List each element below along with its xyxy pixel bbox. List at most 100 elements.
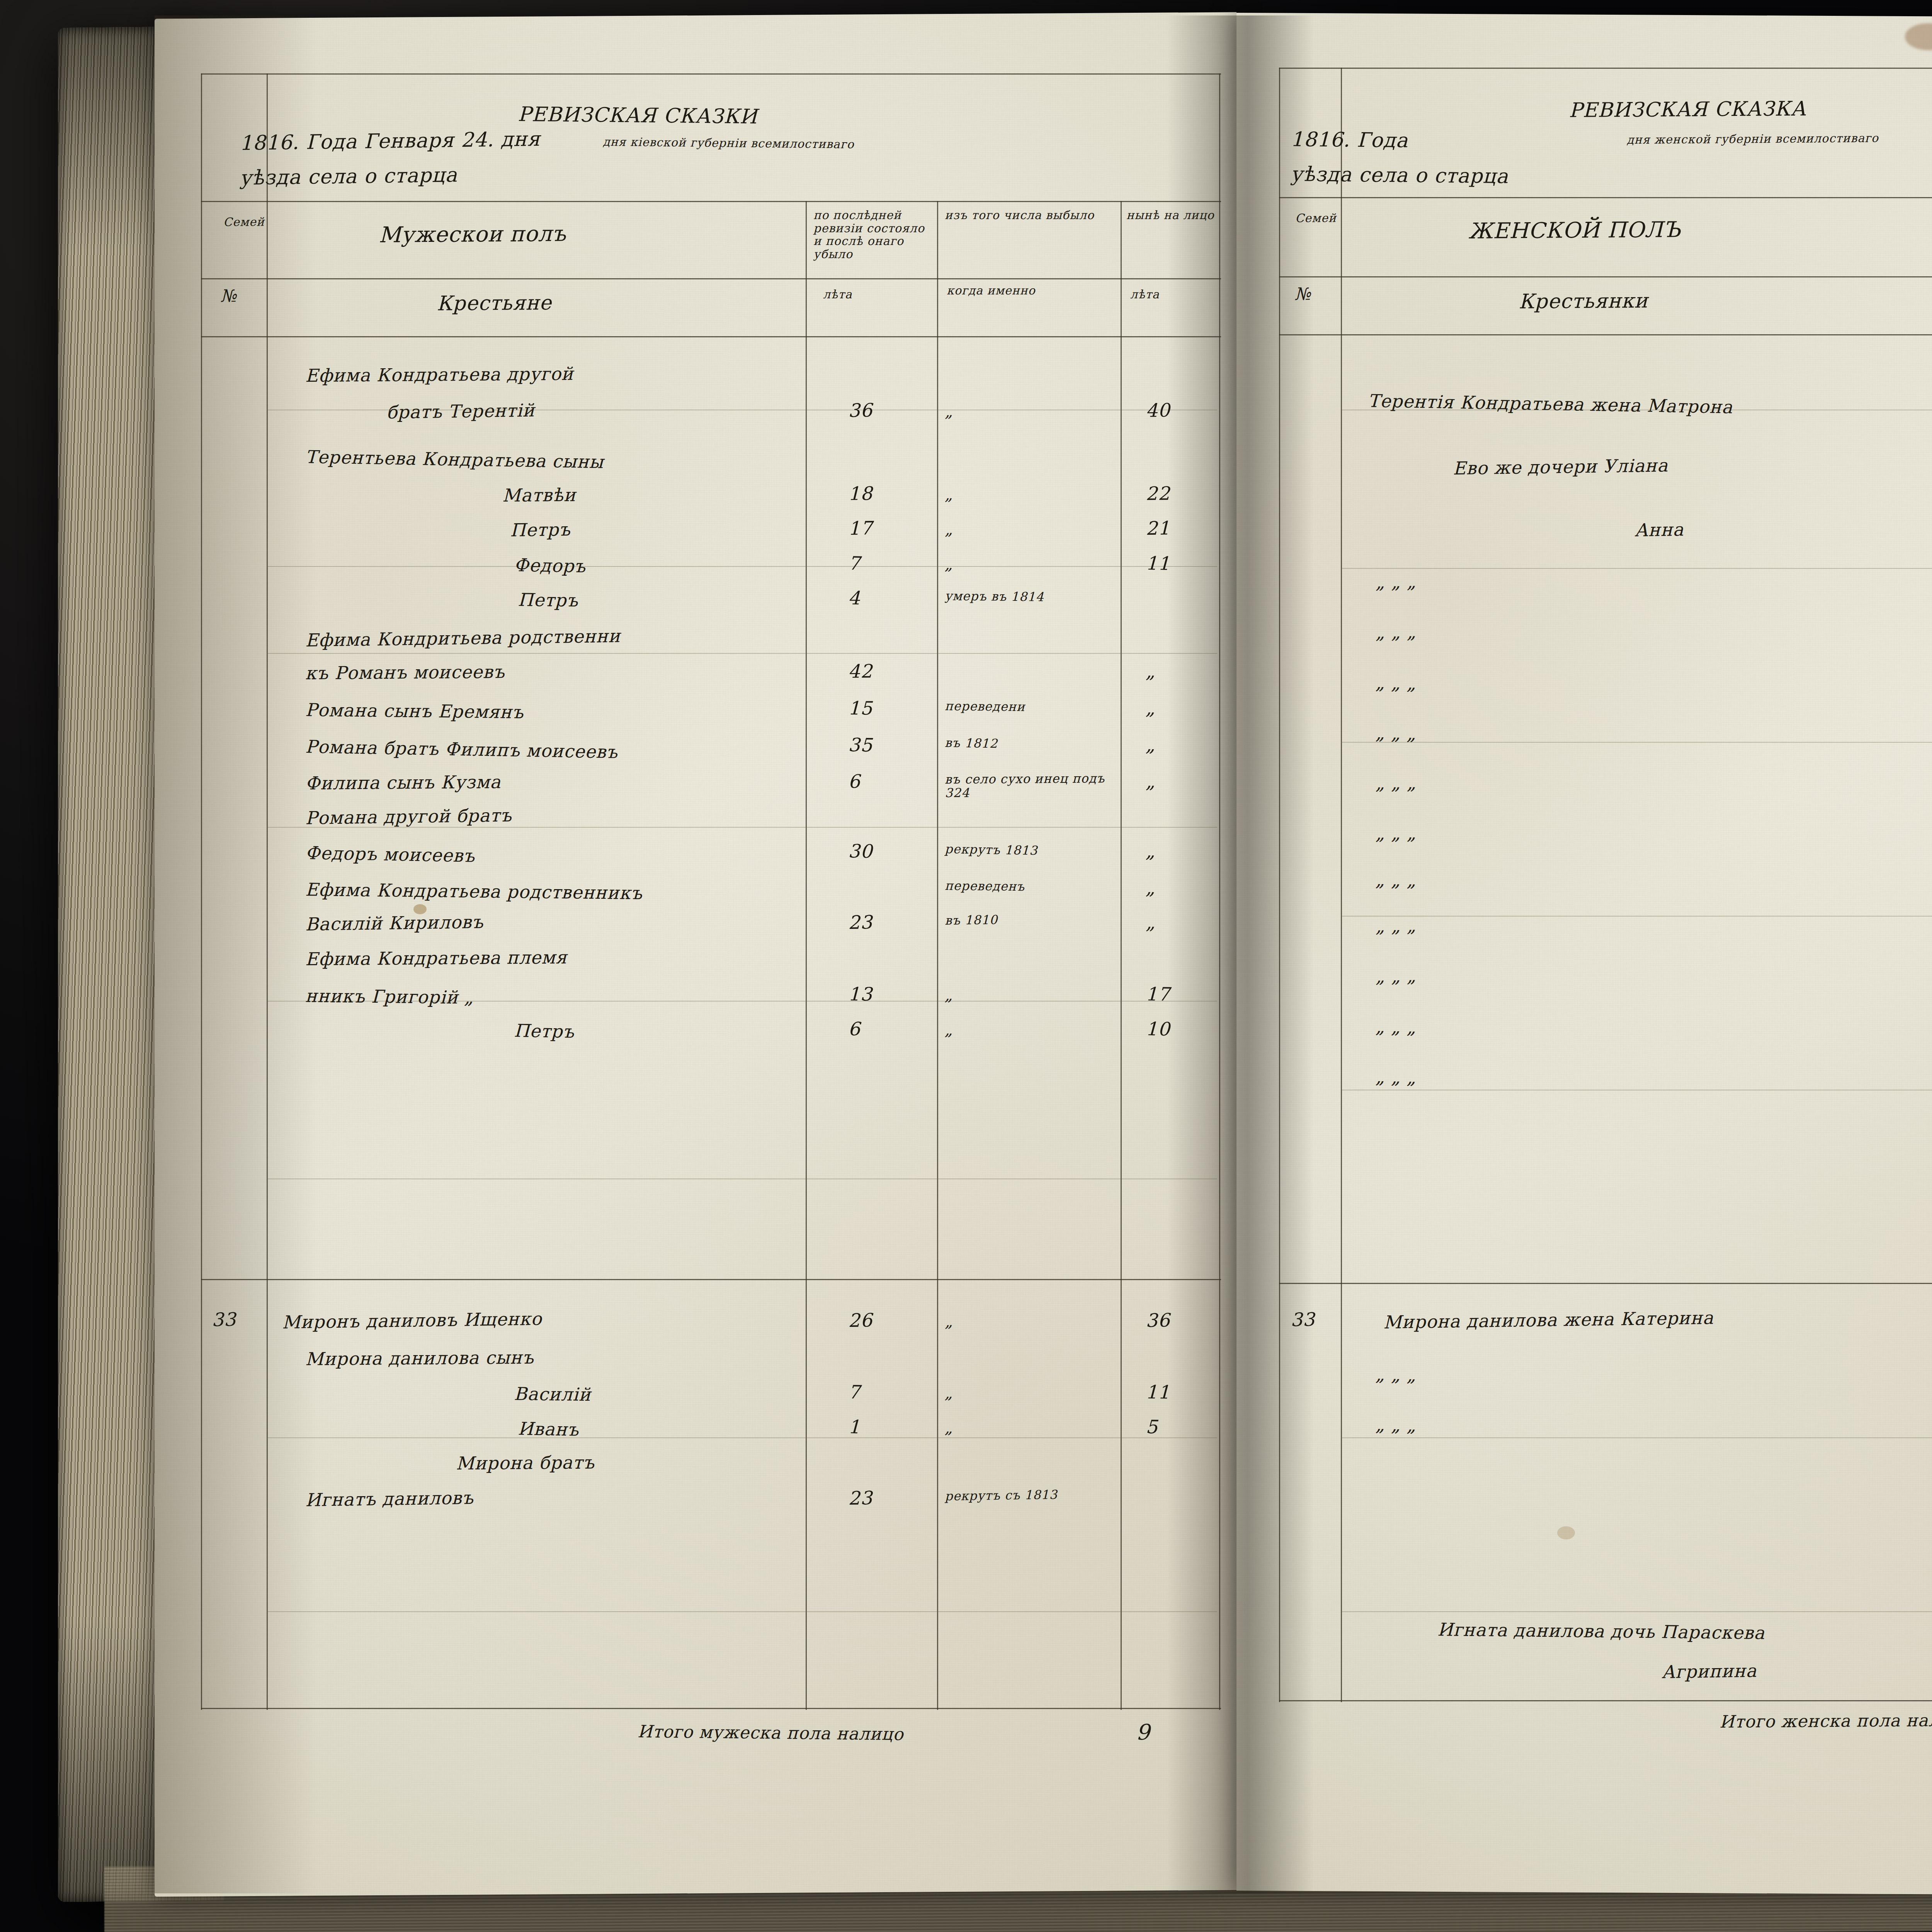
right-row-13-name: „ „ „	[1376, 1066, 1417, 1088]
left-row-11-name: Филипа сынъ Кузма	[305, 771, 501, 794]
left-row-11-prev-age: 6	[848, 770, 861, 792]
left-row-24-prev-age: 23	[848, 1487, 873, 1509]
left-row-0-name: Ефима Кондратьева другой	[305, 363, 574, 386]
left-row-22-prev-age: 1	[848, 1416, 861, 1438]
left-row-7-name: Ефима Кондритьева родственни	[305, 626, 621, 651]
left-row-5-prev-age: 7	[848, 552, 861, 574]
left-col-prev-subheader: лѣта	[823, 288, 852, 301]
right-row-14-seq: 33	[1291, 1308, 1315, 1330]
left-row-12-name: Романа другой братъ	[305, 805, 512, 828]
left-row-8-name: къ Романъ моисеевъ	[305, 661, 505, 684]
left-row-10-departed-note: въ 1812	[945, 736, 1111, 753]
left-row-16-name: Ефима Кондратьева племя	[305, 947, 567, 969]
left-row-6-departed-note: умеръ въ 1814	[945, 589, 1111, 605]
right-col-no-label: №	[1294, 284, 1311, 304]
left-row-14-current-age: „	[1146, 877, 1156, 898]
left-col-out-subheader: когда именно	[947, 284, 1113, 297]
left-row-11-departed-note: въ село сухо инец подъ 324	[945, 772, 1111, 800]
left-row-5-departed-note: „	[945, 555, 954, 573]
left-row-21-departed-note: „	[945, 1384, 953, 1402]
left-row-24-departed-note: рекрутъ съ 1813	[945, 1487, 1111, 1503]
left-row-6-prev-age: 4	[848, 587, 861, 609]
left-row-19-seq: 33	[212, 1308, 236, 1330]
left-row-21-current-age: 11	[1146, 1381, 1170, 1403]
left-row-4-departed-note: „	[945, 520, 953, 538]
left-row-8-current-age: „	[1146, 660, 1156, 682]
left-row-22-current-age: 5	[1146, 1416, 1158, 1438]
left-col-no-label: №	[220, 286, 237, 306]
right-row-4-name: „ „ „	[1376, 622, 1417, 643]
left-col-now-subheader: лѣта	[1130, 288, 1160, 301]
left-row-17-prev-age: 13	[848, 983, 873, 1005]
left-row-15-current-age: „	[1146, 912, 1156, 933]
left-row-6-name: Петръ	[518, 589, 578, 611]
right-row-11-name: „ „ „	[1376, 966, 1417, 987]
left-row-4-name: Петръ	[510, 519, 571, 541]
left-row-22-departed-note: „	[945, 1419, 954, 1437]
right-row-17-name: Игната данилова дочь Параскева	[1437, 1619, 1765, 1643]
left-heading-line1: 1816. Года Генваря 24. дня	[240, 127, 541, 155]
right-row-16-name: „ „ „	[1376, 1414, 1417, 1436]
left-row-1-prev-age: 36	[848, 399, 873, 421]
left-row-18-current-age: 10	[1146, 1018, 1170, 1040]
left-row-18-prev-age: 6	[848, 1018, 861, 1040]
right-heading-title: РЕВИЗСКАЯ СКАЗКА	[1569, 97, 1806, 122]
left-row-3-departed-note: „	[945, 486, 953, 503]
right-row-10-name: „ „ „	[1376, 915, 1417, 937]
right-row-15-name: „ „ „	[1376, 1364, 1417, 1386]
left-total-value: 9	[1136, 1719, 1150, 1745]
left-row-13-name: Федоръ моисеевъ	[305, 842, 475, 866]
left-col-now-header: нынѣ на лицо	[1126, 209, 1215, 222]
left-row-5-name: Федоръ	[514, 554, 586, 577]
right-row-8-name: „ „ „	[1376, 823, 1417, 844]
left-row-17-departed-note: „	[945, 986, 953, 1004]
left-row-9-departed-note: переведени	[945, 699, 1111, 715]
right-row-3-name: „ „ „	[1376, 571, 1417, 593]
left-row-19-departed-note: „	[945, 1313, 953, 1330]
right-row-2-name: Анна	[1634, 519, 1684, 541]
right-row-18-name: Агрипина	[1662, 1660, 1757, 1682]
right-total-label: Итого женска пола налицо	[1719, 1710, 1932, 1731]
left-row-13-prev-age: 30	[848, 840, 873, 862]
left-row-4-current-age: 21	[1146, 517, 1170, 539]
left-col-semey-label: Семей	[223, 216, 266, 228]
left-row-3-current-age: 22	[1146, 483, 1170, 504]
left-row-19-name: Миронъ даниловъ Ищенко	[282, 1308, 542, 1333]
left-row-4-prev-age: 17	[848, 517, 873, 539]
left-row-11-current-age: „	[1146, 770, 1156, 792]
left-heading-title: РЕВИЗСКАЯ СКАЗКИ	[518, 102, 758, 128]
left-section-title: Мужескои полъ	[379, 221, 566, 247]
left-row-15-departed-note: въ 1810	[945, 912, 1111, 927]
left-row-19-current-age: 36	[1146, 1309, 1170, 1331]
right-row-1-name: Ево же дочери Уліана	[1453, 455, 1668, 479]
left-row-3-prev-age: 18	[848, 483, 872, 504]
manuscript-page: 1816. Года Генваря 24. дня уѣзда села о …	[0, 0, 1932, 1932]
right-row-12-name: „ „ „	[1376, 1016, 1417, 1038]
left-row-9-name: Романа сынъ Еремянъ	[305, 699, 524, 723]
left-row-3-name: Матвѣи	[502, 485, 576, 506]
left-row-1-departed-note: „	[945, 403, 953, 420]
left-section-subtitle: Крестьяне	[437, 291, 552, 315]
right-section-title: ЖЕНСКОЙ ПОЛЪ	[1468, 217, 1681, 243]
right-row-7-name: „ „ „	[1376, 772, 1417, 794]
left-row-10-current-age: „	[1146, 734, 1156, 755]
left-row-9-prev-age: 15	[848, 697, 873, 719]
right-heading-line1: 1816. Года	[1291, 128, 1408, 152]
left-row-1-name: братъ Терентій	[386, 400, 535, 423]
left-total-label: Итого мужеска пола налицо	[638, 1721, 904, 1744]
left-row-17-current-age: 17	[1146, 983, 1170, 1005]
right-row-6-name: „ „ „	[1376, 723, 1417, 744]
left-row-20-name: Мирона данилова сынъ	[305, 1347, 534, 1369]
left-row-22-name: Иванъ	[518, 1418, 579, 1440]
left-row-23-name: Мирона братъ	[456, 1452, 595, 1474]
right-row-5-name: „ „ „	[1376, 672, 1417, 694]
right-col-semey-label: Семей	[1295, 212, 1338, 224]
left-row-10-prev-age: 35	[848, 734, 873, 756]
left-row-19-prev-age: 26	[848, 1309, 873, 1331]
right-row-9-name: „ „ „	[1376, 869, 1417, 891]
left-col-out-header: изъ того числа выбыло	[945, 209, 1115, 222]
left-row-13-departed-note: рекрутъ 1813	[945, 842, 1111, 859]
left-row-15-name: Василій Кириловъ	[305, 912, 484, 935]
left-row-21-name: Василій	[514, 1383, 591, 1405]
left-row-5-current-age: 11	[1146, 552, 1170, 574]
